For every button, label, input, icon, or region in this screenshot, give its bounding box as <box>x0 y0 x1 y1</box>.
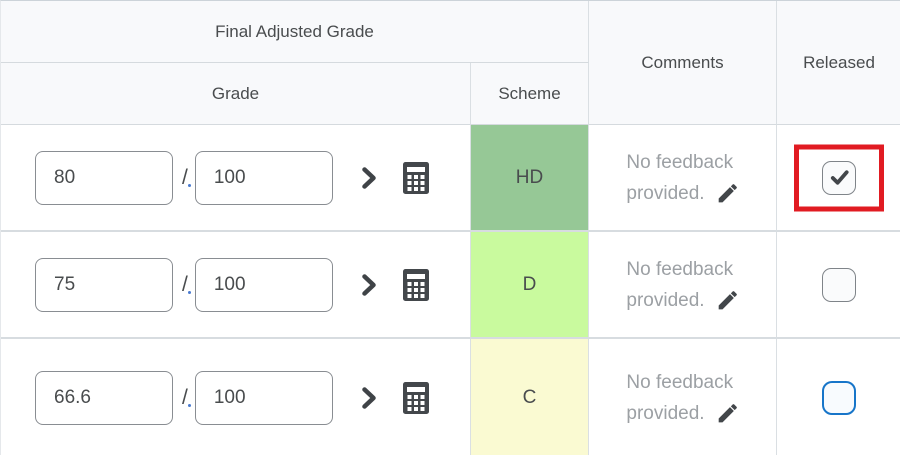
column-header-grade: Grade <box>1 63 471 125</box>
chevron-right-icon[interactable] <box>361 386 377 409</box>
no-feedback-text-line1: No feedback <box>626 371 734 393</box>
scheme-label: C <box>522 386 537 408</box>
grade-header-label: Grade <box>211 83 260 103</box>
grade-cell-row1: / <box>1 125 471 232</box>
calculator-icon[interactable] <box>402 381 429 414</box>
released-header-label: Released <box>803 52 875 72</box>
chevron-right-icon[interactable] <box>361 273 377 296</box>
comments-cell-row2: No feedback provided. <box>589 232 777 339</box>
checkmark-icon <box>830 170 849 185</box>
scheme-label: D <box>522 273 537 295</box>
scheme-label: HD <box>515 166 544 188</box>
column-header-scheme: Scheme <box>471 63 589 125</box>
grade-points-input[interactable] <box>35 257 173 312</box>
no-feedback-text-line2: provided. <box>626 289 705 311</box>
no-feedback-text-line1: No feedback <box>626 258 734 280</box>
scheme-cell-row2: D <box>471 232 589 339</box>
grade-cell-row2: / <box>1 232 471 339</box>
grade-points-input[interactable] <box>35 370 173 425</box>
calculator-icon[interactable] <box>402 268 429 301</box>
grade-max-input[interactable] <box>194 257 333 312</box>
released-cell-row1 <box>777 125 900 232</box>
released-checkbox[interactable] <box>822 267 856 302</box>
scheme-header-label: Scheme <box>498 83 561 103</box>
grade-max-input[interactable] <box>194 150 333 205</box>
no-feedback-text-line2: provided. <box>626 182 705 204</box>
comments-cell-row3: No feedback provided. <box>589 339 777 455</box>
edit-feedback-icon[interactable] <box>716 289 739 312</box>
group-header-label: Final Adjusted Grade <box>215 21 374 41</box>
released-checkbox-focused[interactable] <box>822 380 856 415</box>
no-feedback-text-line2: provided. <box>626 402 705 424</box>
released-cell-row3 <box>777 339 900 455</box>
chevron-right-icon[interactable] <box>361 166 377 189</box>
comments-cell-row1: No feedback provided. <box>589 125 777 232</box>
scheme-cell-row1: HD <box>471 125 589 232</box>
released-checkbox[interactable] <box>822 160 856 195</box>
column-header-released: Released <box>777 1 900 125</box>
calculator-icon[interactable] <box>402 161 429 194</box>
no-feedback-text-line1: No feedback <box>626 151 734 173</box>
grade-cell-row3: / <box>1 339 471 455</box>
scheme-cell-row3: C <box>471 339 589 455</box>
edit-feedback-icon[interactable] <box>716 182 739 205</box>
grade-divider: / <box>182 385 191 409</box>
column-header-comments: Comments <box>589 1 777 125</box>
grade-divider: / <box>182 272 191 296</box>
comments-header-label: Comments <box>641 52 724 72</box>
released-cell-row2 <box>777 232 900 339</box>
edit-feedback-icon[interactable] <box>716 402 739 425</box>
grade-divider: / <box>182 165 191 189</box>
grade-max-input[interactable] <box>194 370 333 425</box>
group-header-final-adjusted-grade: Final Adjusted Grade <box>1 1 589 63</box>
grade-points-input[interactable] <box>35 150 173 205</box>
